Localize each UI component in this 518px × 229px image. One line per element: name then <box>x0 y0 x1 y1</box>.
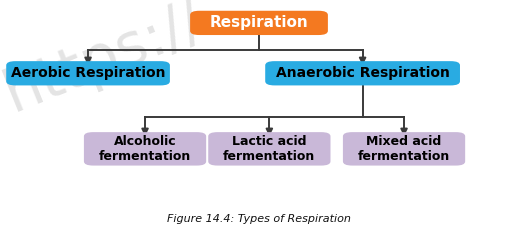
Text: https://: https:// <box>0 0 211 123</box>
FancyBboxPatch shape <box>265 61 460 85</box>
FancyBboxPatch shape <box>208 132 330 166</box>
Text: Mixed acid
fermentation: Mixed acid fermentation <box>358 135 450 163</box>
FancyBboxPatch shape <box>6 61 170 85</box>
Text: Figure 14.4: Types of Respiration: Figure 14.4: Types of Respiration <box>167 214 351 224</box>
Text: Anaerobic Respiration: Anaerobic Respiration <box>276 66 450 80</box>
FancyBboxPatch shape <box>343 132 465 166</box>
Text: Lactic acid
fermentation: Lactic acid fermentation <box>223 135 315 163</box>
FancyBboxPatch shape <box>190 11 328 35</box>
Text: Aerobic Respiration: Aerobic Respiration <box>11 66 165 80</box>
Text: Alcoholic
fermentation: Alcoholic fermentation <box>99 135 191 163</box>
FancyBboxPatch shape <box>84 132 206 166</box>
Text: Respiration: Respiration <box>210 15 308 30</box>
